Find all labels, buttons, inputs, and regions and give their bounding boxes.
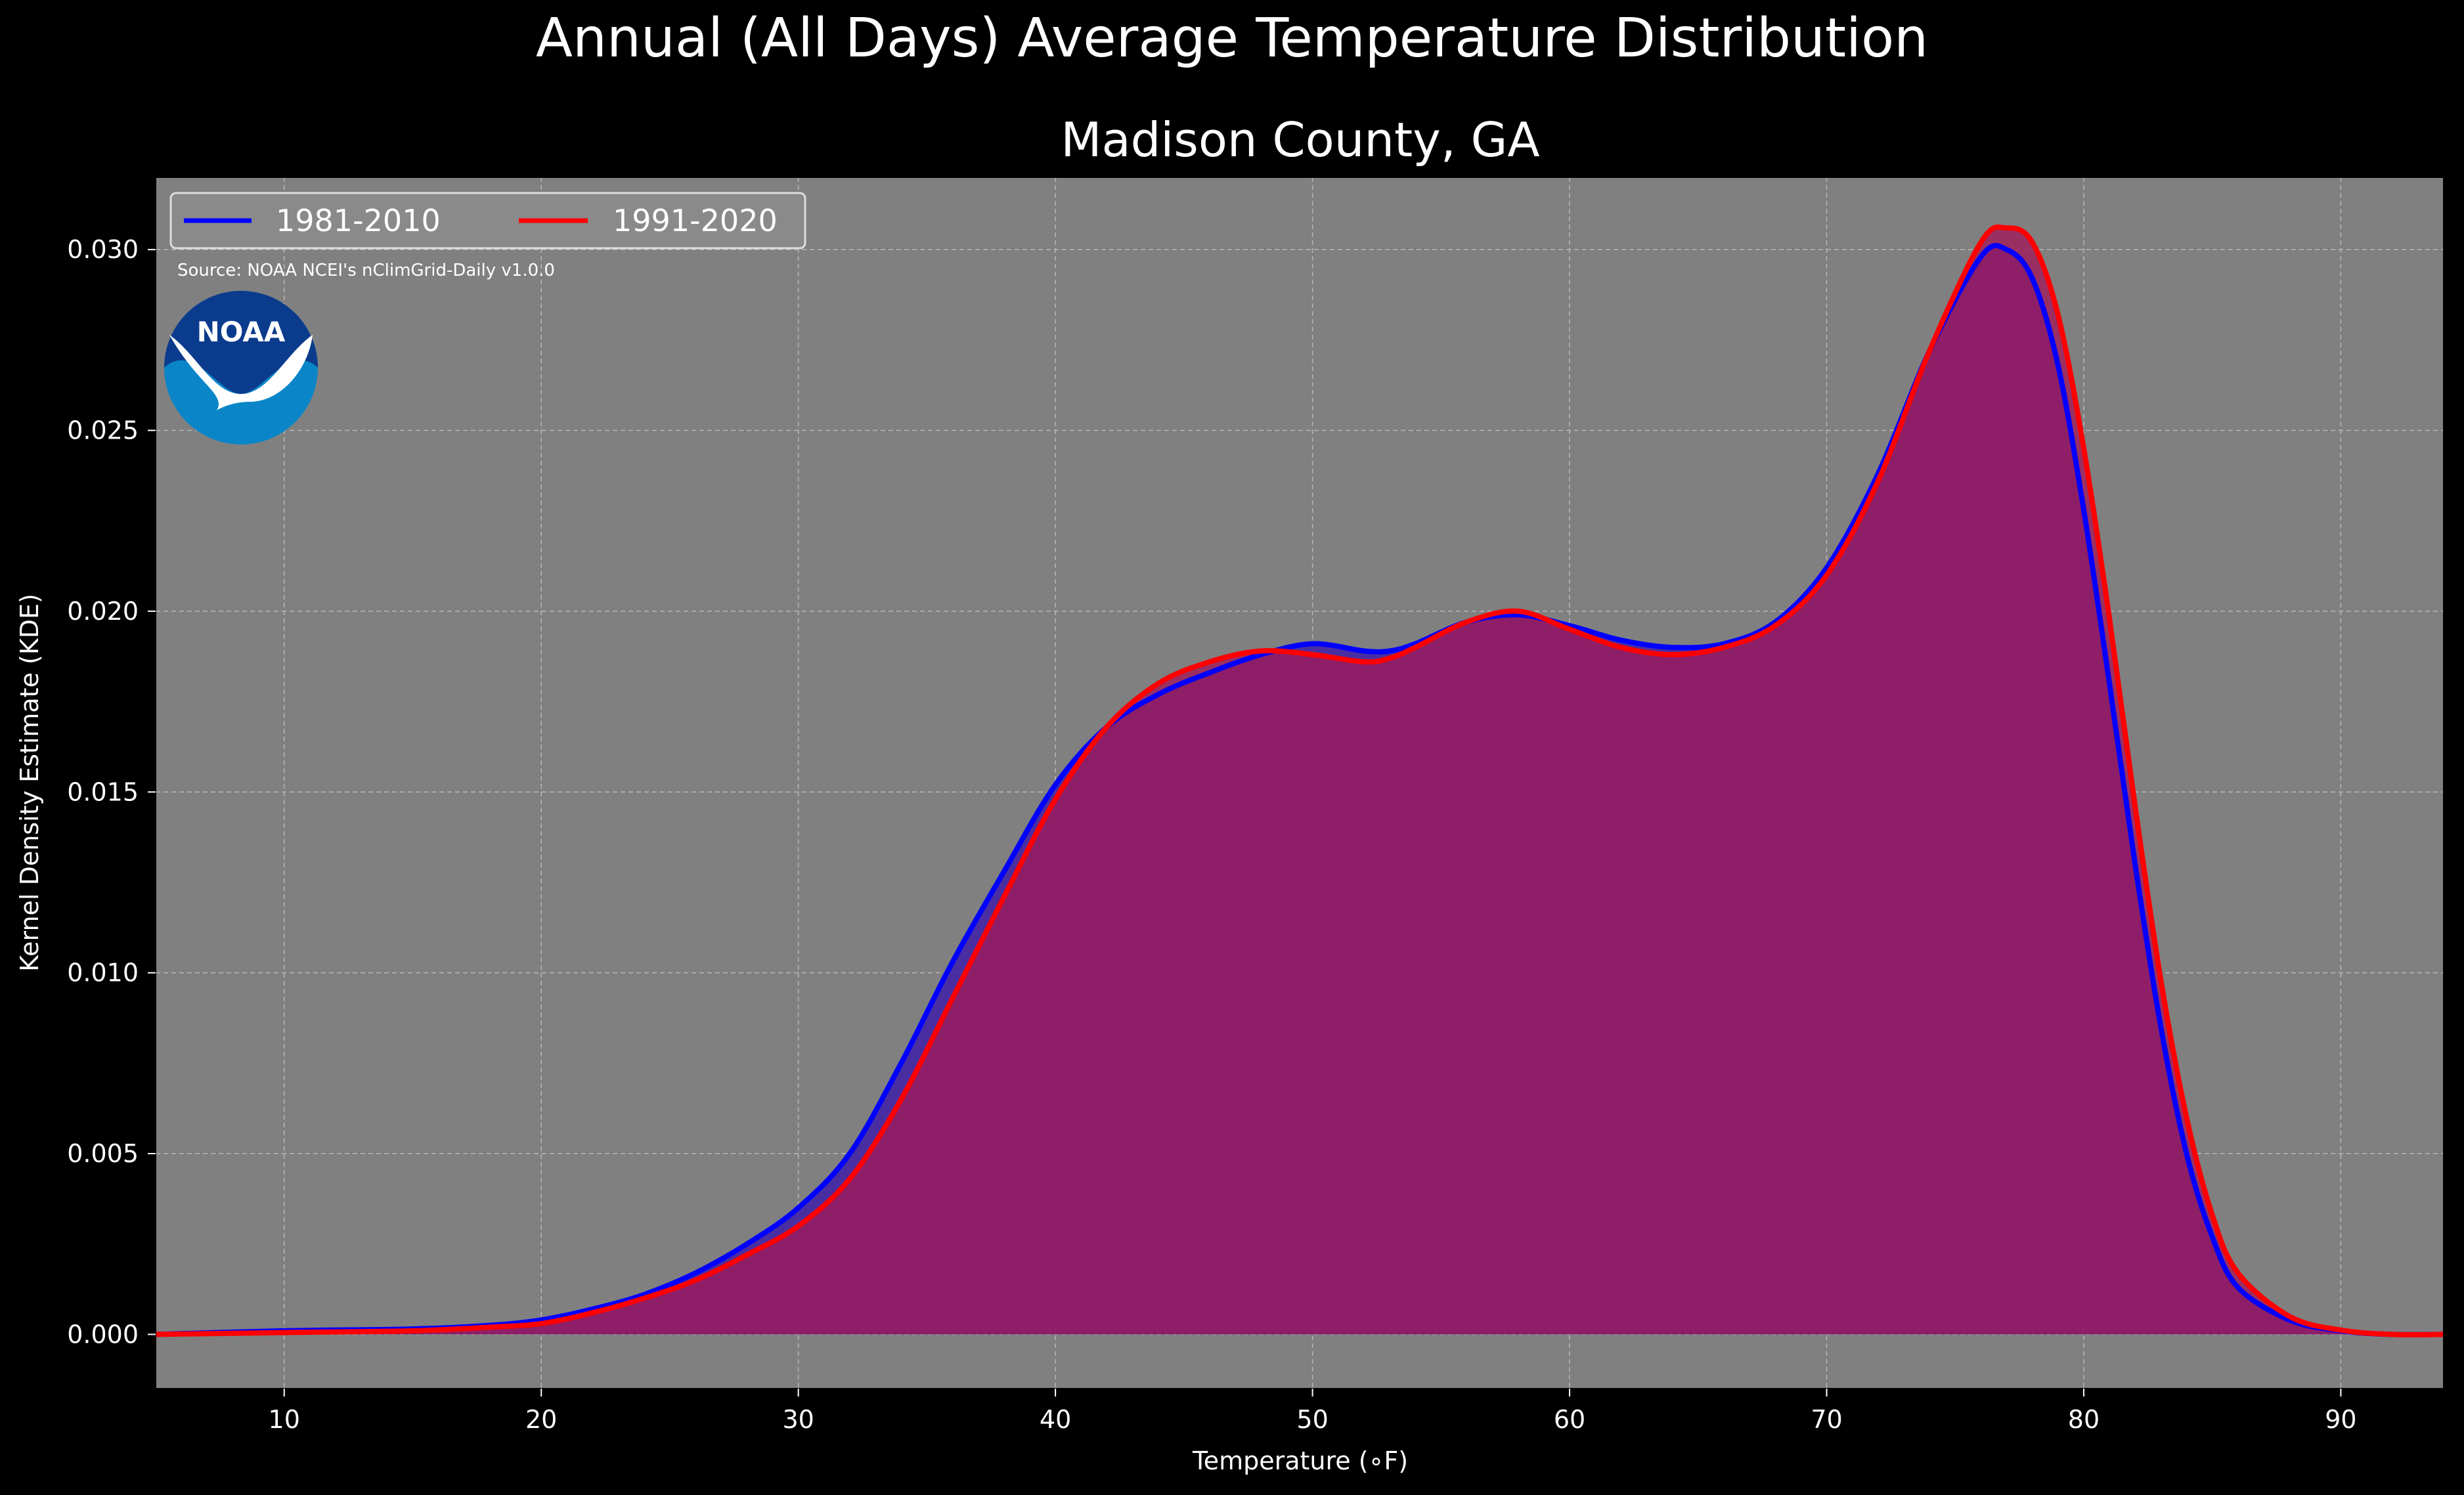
x-tick-label: 30 (782, 1405, 814, 1434)
noaa-logo-icon: NOAA (164, 291, 318, 444)
data-point-1991-2020 (1723, 647, 1724, 648)
data-point-1981-2010 (2135, 864, 2136, 865)
data-point-1981-2010 (2006, 249, 2007, 250)
x-tick-label: 20 (525, 1405, 557, 1434)
y-tick-label: 0.030 (67, 235, 139, 264)
data-point-1981-2010 (1672, 647, 1673, 648)
x-axis-label: Temperature (∘F) (1192, 1446, 1408, 1475)
data-point-1991-2020 (1003, 897, 1004, 898)
x-tick-label: 70 (1811, 1405, 1842, 1434)
x-tick-label: 50 (1296, 1405, 1328, 1434)
data-point-1991-2020 (592, 1312, 593, 1313)
series-fill-1991-2020 (156, 227, 2444, 1335)
data-point-1991-2020 (901, 1099, 902, 1100)
y-tick-label: 0.025 (67, 416, 139, 445)
plot-area (155, 177, 2444, 1389)
data-point-1991-2020 (541, 1323, 542, 1324)
noaa-logo-text: NOAA (197, 316, 286, 348)
data-point-1981-2010 (1826, 567, 1827, 568)
data-point-1981-2010 (901, 1063, 902, 1064)
y-tick-label: 0.020 (67, 597, 139, 626)
y-tick-label: 0.005 (67, 1139, 139, 1168)
axis-ticks: 10 20 30 40 50 60 70 80 90 0.000 0.005 0.010 0.015 0.… (67, 235, 2356, 1434)
data-point-1981-2010 (1723, 643, 1724, 644)
data-point-1991-2020 (2237, 1272, 2238, 1273)
data-point-1991-2020 (489, 1327, 490, 1328)
data-point-1981-2010 (2237, 1287, 2238, 1288)
x-tick-label: 90 (2325, 1405, 2356, 1434)
data-point-1991-2020 (1415, 647, 1416, 648)
x-tick-label: 80 (2068, 1405, 2100, 1434)
data-point-1981-2010 (1003, 871, 1004, 872)
series-lines (155, 224, 2444, 1337)
y-axis-label: Kernel Density Estimate (KDE) (15, 594, 44, 972)
y-tick-label: 0.015 (67, 777, 139, 806)
data-point-1981-2010 (798, 1207, 799, 1208)
data-point-1991-2020 (1775, 625, 1776, 626)
x-tick-label: 40 (1040, 1405, 1071, 1434)
series-line-1991-2020 (155, 224, 2444, 1337)
chart-suptitle: Annual (All Days) Average Temperature Di… (536, 7, 1928, 70)
data-point-1991-2020 (1826, 574, 1827, 575)
data-point-1981-2010 (1415, 643, 1416, 644)
data-point-1981-2010 (2057, 365, 2058, 366)
source-note: Source: NOAA NCEI's nClimGrid-Daily v1.0… (177, 261, 555, 280)
data-point-1981-2010 (2032, 278, 2033, 279)
data-point-1991-2020 (952, 998, 953, 999)
data-point-1991-2020 (2135, 806, 2136, 807)
data-point-1991-2020 (412, 1330, 413, 1331)
data-point-1981-2010 (2109, 683, 2110, 684)
series-fills (156, 227, 2444, 1335)
data-point-1981-2010 (1312, 643, 1313, 644)
legend-label-1991-2020: 1991-2020 (613, 203, 778, 238)
legend-label-1981-2010: 1981-2010 (276, 203, 441, 238)
data-point-1981-2010 (952, 962, 953, 963)
chart-title: Madison County, GA (1061, 112, 1539, 167)
x-tick-label: 10 (269, 1405, 300, 1434)
y-tick-label: 0.010 (67, 959, 139, 987)
legend: 1981-2010 1991-2020 (169, 192, 806, 249)
y-tick-label: 0.000 (67, 1320, 139, 1349)
data-point-1991-2020 (2032, 242, 2033, 243)
legend-box (169, 192, 806, 249)
data-point-1991-2020 (1055, 799, 1056, 800)
data-point-1991-2020 (2057, 314, 2058, 315)
x-tick-label: 60 (1554, 1405, 1585, 1434)
axes-frame (155, 177, 2444, 1389)
data-point-1981-2010 (695, 1272, 696, 1273)
